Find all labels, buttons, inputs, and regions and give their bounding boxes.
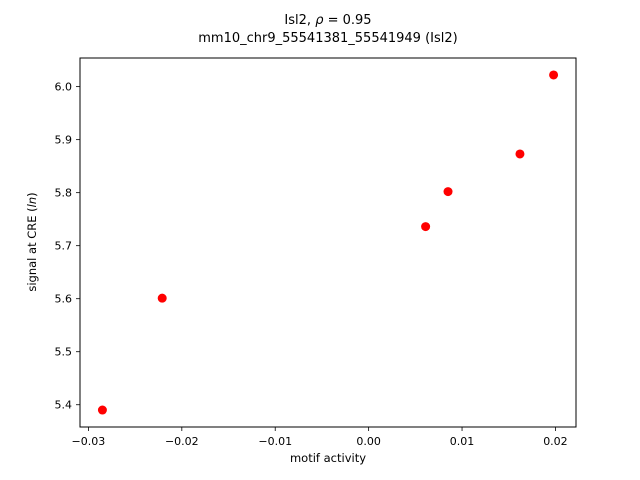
rho-symbol: ρ <box>315 13 324 28</box>
y-tick-label: 5.6 <box>55 293 73 306</box>
axis-ticks: −0.03 −0.02 −0.01 0.00 0.01 0.02 5.4 5.5 5.6 5.7 5… <box>55 81 568 448</box>
data-point <box>157 293 167 303</box>
y-tick-label: 5.5 <box>55 346 73 359</box>
x-tick-label: −0.01 <box>258 435 292 448</box>
x-tick-label: 0.00 <box>356 435 381 448</box>
data-point <box>549 70 559 80</box>
data-points <box>97 70 559 415</box>
x-tick-label: 0.01 <box>450 435 475 448</box>
data-point <box>97 405 107 415</box>
x-axis-label: motif activity <box>290 451 366 465</box>
y-label-close-paren: ) <box>25 192 39 197</box>
data-point <box>515 149 525 159</box>
y-label-ln: ln <box>25 197 39 207</box>
data-point <box>421 222 431 232</box>
y-label-text: signal at CRE ( <box>25 207 39 291</box>
data-point <box>443 187 453 197</box>
chart-title-line1: Isl2, ρ = 0.95 <box>284 13 371 28</box>
x-tick-label: −0.03 <box>72 435 106 448</box>
y-tick-label: 6.0 <box>55 81 73 94</box>
axes-frame <box>79 57 577 428</box>
y-tick-label: 5.9 <box>55 134 73 147</box>
y-tick-label: 5.7 <box>55 240 73 253</box>
x-tick-label: 0.02 <box>543 435 568 448</box>
chart-title-line2: mm10_chr9_55541381_55541949 (Isl2) <box>198 31 457 46</box>
x-tick-label: −0.02 <box>165 435 199 448</box>
y-tick-label: 5.4 <box>55 399 73 412</box>
title-correlation-value: = 0.95 <box>323 13 371 28</box>
y-tick-label: 5.8 <box>55 187 73 200</box>
title-text: Isl2, <box>284 13 315 28</box>
y-axis-label: signal at CRE (ln) <box>25 192 39 291</box>
